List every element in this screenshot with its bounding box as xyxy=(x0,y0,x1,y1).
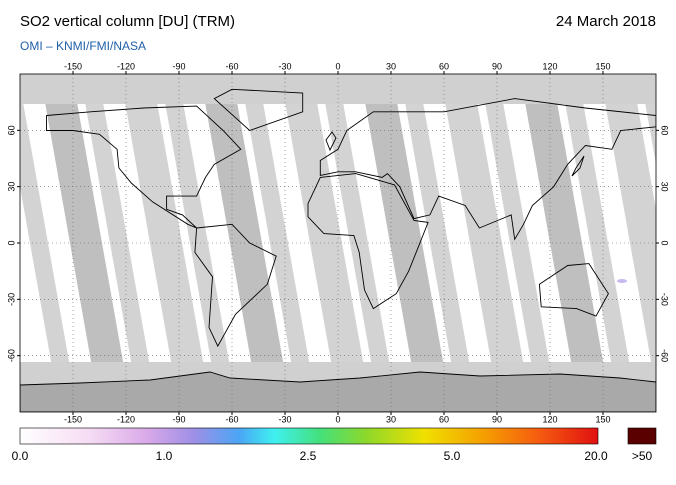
swath xyxy=(600,74,656,390)
lon-tick-label: 60 xyxy=(439,61,449,71)
lon-tick-label: -30 xyxy=(278,414,291,424)
lon-tick-label: -30 xyxy=(278,61,291,71)
lat-tick-label: 30 xyxy=(6,182,16,192)
lon-tick-label: 0 xyxy=(335,414,340,424)
swath xyxy=(560,74,638,412)
lon-tick-label: 90 xyxy=(492,61,502,71)
lon-tick-label: -60 xyxy=(225,61,238,71)
swath xyxy=(20,85,78,412)
lon-tick-label: -120 xyxy=(117,61,135,71)
swath xyxy=(320,74,398,412)
lon-tick-label: 30 xyxy=(386,61,396,71)
lon-tick-label: 120 xyxy=(542,61,557,71)
swath xyxy=(360,74,452,412)
lon-tick-label: 150 xyxy=(595,61,610,71)
swath xyxy=(280,74,372,412)
swath xyxy=(120,74,212,412)
lon-tick-label: 90 xyxy=(492,414,502,424)
swath xyxy=(80,74,158,412)
lat-tick-label: -60 xyxy=(660,349,670,362)
lat-tick-label: -30 xyxy=(6,293,16,306)
lat-tick-label: 0 xyxy=(6,240,16,245)
lon-tick-label: -90 xyxy=(172,414,185,424)
lon-tick-label: -120 xyxy=(117,414,135,424)
colorbar-label: >50 xyxy=(632,449,653,463)
swath xyxy=(200,74,292,412)
colorbar xyxy=(19,427,599,445)
swath xyxy=(520,74,612,412)
lon-tick-label: -150 xyxy=(64,414,82,424)
colorbar-label: 0.0 xyxy=(12,449,29,463)
colorbar-label: 2.5 xyxy=(300,449,317,463)
lat-tick-label: -30 xyxy=(660,293,670,306)
swath xyxy=(160,74,238,412)
colorbar-label: 1.0 xyxy=(156,449,173,463)
lat-tick-label: 60 xyxy=(660,125,670,135)
lon-tick-label: -90 xyxy=(172,61,185,71)
swath xyxy=(40,74,132,412)
map xyxy=(20,74,656,412)
swath xyxy=(240,74,318,412)
swath xyxy=(480,74,558,412)
lat-tick-label: 60 xyxy=(6,125,16,135)
lon-tick-label: -60 xyxy=(225,414,238,424)
swath xyxy=(400,74,478,412)
lat-tick-label: 0 xyxy=(660,240,670,245)
date: 24 March 2018 xyxy=(556,13,656,30)
lon-tick-label: 150 xyxy=(595,414,610,424)
lon-tick-label: 60 xyxy=(439,414,449,424)
lat-tick-label: 30 xyxy=(660,182,670,192)
lon-tick-label: 30 xyxy=(386,414,396,424)
swath xyxy=(440,74,532,412)
lon-tick-label: -150 xyxy=(64,61,82,71)
lon-tick-label: 120 xyxy=(542,414,557,424)
colorbar-overflow xyxy=(627,427,657,445)
title: SO2 vertical column [DU] (TRM) xyxy=(20,13,235,30)
source: OMI – KNMI/FMI/NASA xyxy=(20,39,146,53)
colorbar-label: 5.0 xyxy=(444,449,461,463)
lon-tick-label: 0 xyxy=(335,61,340,71)
lat-tick-label: -60 xyxy=(6,349,16,362)
colorbar-label: 20.0 xyxy=(584,449,608,463)
